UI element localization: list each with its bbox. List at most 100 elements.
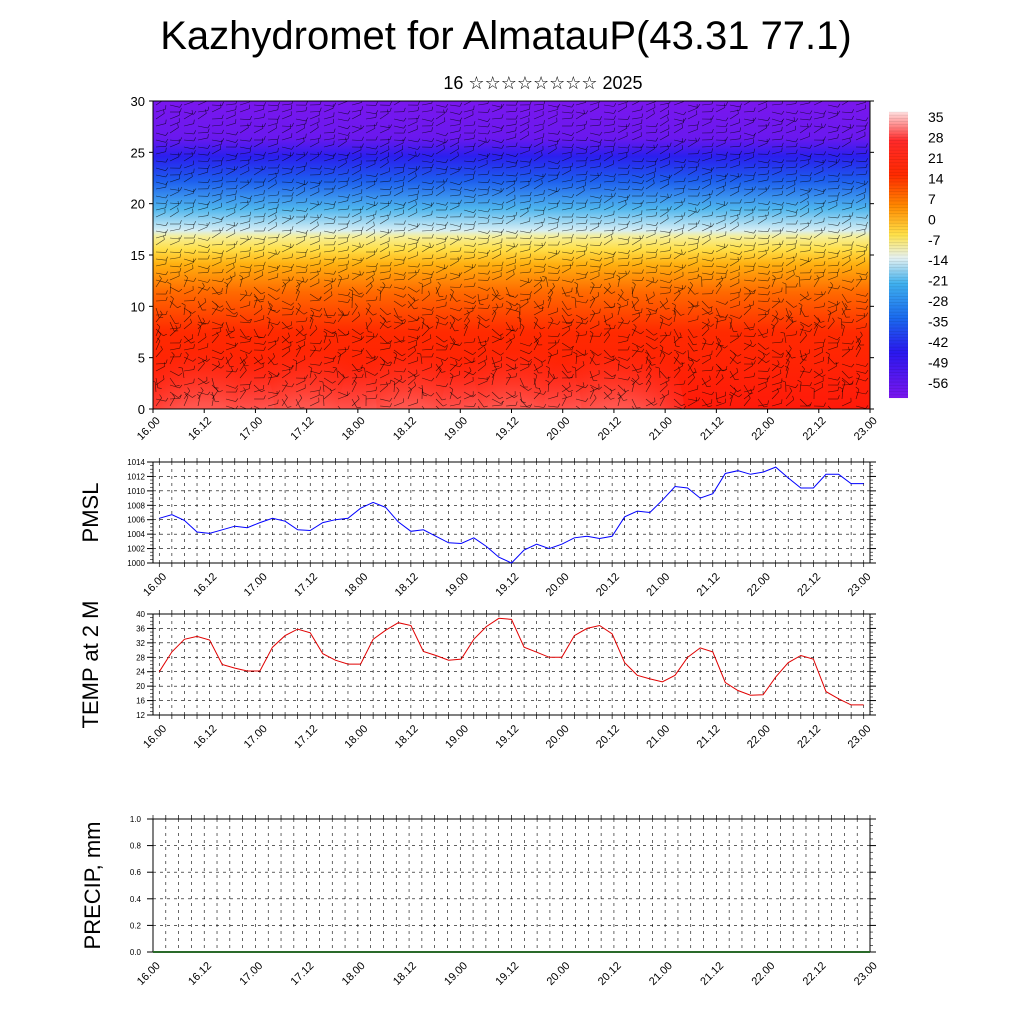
wind-barb: [603, 124, 614, 127]
wind-barb: [729, 396, 733, 407]
wind-barb-flag: [659, 344, 664, 348]
wind-barb-flag: [459, 166, 463, 170]
wind-barb: [421, 223, 432, 227]
wind-barb-flag: [666, 297, 668, 302]
wind-barb-flag: [529, 229, 533, 234]
wind-barb: [561, 325, 572, 330]
wind-barb-flag: [333, 204, 335, 209]
wind-barb-flag: [529, 342, 533, 347]
wind-barb-flag: [797, 379, 802, 383]
wind-barb-flag: [599, 183, 602, 188]
wind-barb: [169, 286, 179, 292]
wind-barb: [183, 391, 193, 398]
wind-barb: [239, 349, 250, 354]
wind-barb: [729, 269, 740, 274]
wind-barb: [659, 148, 669, 155]
wind-barb: [169, 275, 180, 281]
wind-barb-flag: [711, 148, 713, 153]
wind-barb-flag: [571, 162, 574, 167]
wind-barb-flag: [751, 187, 753, 192]
wind-barb: [617, 173, 629, 176]
wind-barb: [379, 128, 390, 134]
wind-barb: [225, 321, 230, 332]
wind-barb: [435, 247, 446, 253]
wind-barb: [659, 349, 670, 355]
wind-barb-flag: [473, 282, 476, 287]
wind-barb: [365, 307, 374, 316]
wind-barb: [295, 320, 307, 323]
wind-barb: [365, 356, 376, 360]
wind-barb-flag: [550, 317, 554, 321]
wind-barb: [631, 300, 639, 309]
wind-barb: [785, 256, 796, 260]
wind-barb-flag: [389, 124, 393, 128]
wind-barb: [547, 321, 558, 325]
wind-barb-flag: [263, 166, 267, 170]
wind-barb-flag: [739, 315, 743, 319]
wind-barb: [603, 370, 613, 378]
wind-barb-flag: [781, 262, 784, 267]
wind-barb: [169, 397, 176, 407]
wind-barb-flag: [641, 165, 645, 170]
wind-barb: [645, 280, 655, 288]
y-tick-label: 1008: [127, 501, 145, 510]
wind-barb: [281, 325, 292, 330]
wind-barb: [407, 339, 418, 344]
wind-barb: [477, 293, 480, 304]
wind-barb: [379, 347, 390, 351]
wind-barb-flag: [795, 228, 799, 233]
wind-barb-flag: [165, 181, 169, 185]
wind-barb: [519, 221, 530, 225]
wind-barb-flag: [487, 178, 490, 183]
wind-barb-flag: [679, 332, 682, 337]
wind-barb: [659, 272, 670, 276]
wind-barb-flag: [795, 176, 798, 181]
wind-barb: [155, 108, 166, 113]
x-tick-label: 18.00: [342, 571, 370, 599]
wind-barb: [197, 326, 202, 337]
wind-barb-flag: [641, 276, 644, 281]
wind-barb-flag: [513, 179, 515, 184]
wind-barb: [827, 223, 838, 226]
wind-barb: [309, 401, 320, 407]
wind-barb-flag: [585, 120, 588, 125]
wind-barb-flag: [484, 346, 486, 351]
wind-barb-flag: [737, 109, 739, 114]
wind-barb-flag: [193, 249, 197, 254]
wind-barb-flag: [287, 332, 290, 337]
wind-barb-flag: [403, 129, 406, 134]
wind-barb: [407, 255, 418, 260]
wind-barb: [309, 293, 319, 300]
wind-barb: [687, 248, 698, 253]
wind-barb-flag: [387, 361, 392, 364]
wind-barb: [785, 384, 796, 388]
wind-barb: [813, 278, 820, 288]
wind-barb: [225, 314, 236, 318]
wind-barb-flag: [235, 405, 239, 409]
wind-barb: [183, 146, 194, 150]
wind-barb: [841, 207, 852, 211]
wind-barb: [463, 320, 470, 330]
wind-barb: [673, 335, 682, 344]
wind-barb-flag: [627, 170, 630, 175]
wind-barb: [183, 132, 195, 135]
wind-barb-flag: [291, 276, 294, 281]
wind-barb-flag: [508, 373, 512, 377]
wind-barb-flag: [739, 182, 741, 187]
wind-barb-flag: [557, 241, 560, 246]
wind-barb: [603, 230, 615, 232]
wind-barb-flag: [317, 200, 319, 205]
wind-barb-flag: [543, 241, 546, 246]
wind-barb: [435, 319, 440, 330]
wind-barb: [575, 333, 580, 344]
wind-barb: [519, 230, 530, 234]
wind-barb: [673, 383, 685, 386]
wind-barb-flag: [347, 220, 350, 225]
wind-barb-flag: [627, 123, 630, 127]
wind-barb: [855, 389, 860, 400]
wind-barb-flag: [837, 133, 839, 138]
wind-barb: [813, 116, 824, 120]
wind-barb: [295, 255, 306, 260]
wind-barb: [841, 286, 852, 291]
wind-barb: [197, 391, 208, 396]
